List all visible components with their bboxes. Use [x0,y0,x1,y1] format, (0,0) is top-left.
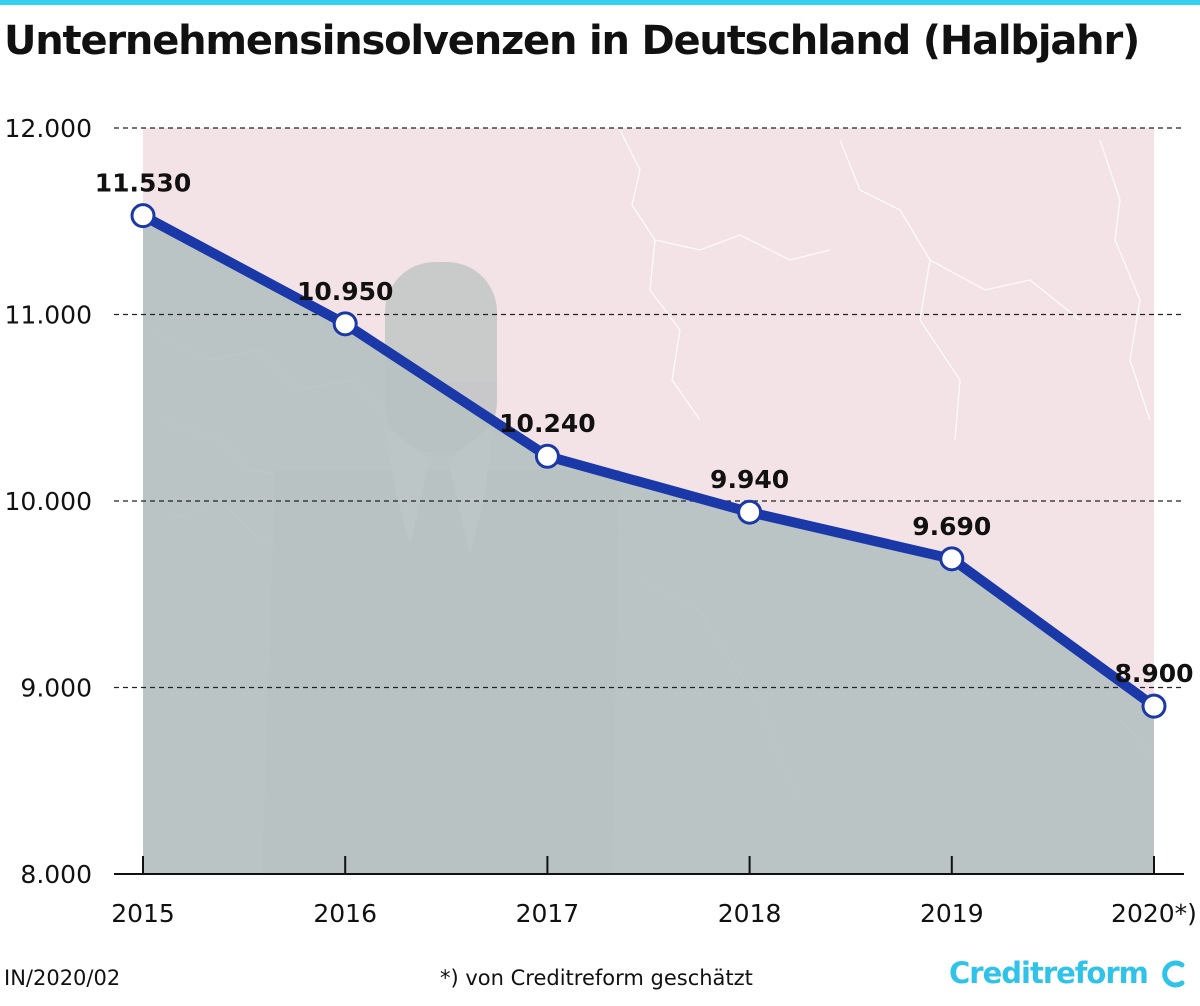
brand-mark-icon [1162,960,1185,988]
x-tick-label: 2018 [718,899,782,928]
y-tick-label: 9.000 [20,674,92,703]
series-line [138,210,1159,712]
data-point [737,499,763,525]
data-points [130,203,1167,719]
y-tick-label: 8.000 [20,860,92,889]
data-label: 8.900 [1114,659,1193,688]
y-tick-label: 10.000 [5,487,92,516]
data-label: 10.950 [297,277,393,306]
x-tick-label: 2015 [111,899,175,928]
x-axis-ticks: 2015 2016 2017 2018 2019 2020*) [111,856,1197,928]
area-under-line [143,215,1154,874]
data-label: 11.530 [95,169,191,198]
x-tick-label: 2020*) [1111,899,1197,928]
data-point [939,546,965,572]
footer-note: *) von Creditreform geschätzt [440,966,753,990]
data-label: 9.940 [710,465,789,494]
data-label: 9.690 [912,512,991,541]
x-tick-label: 2017 [516,899,580,928]
y-axis-ticks: 8.000 9.000 10.000 11.000 12.000 [5,114,92,889]
footer-code: IN/2020/02 [4,966,121,990]
y-tick-label: 12.000 [5,114,92,143]
top-accent-bar [0,0,1200,5]
data-point [130,203,156,229]
x-tick-label: 2019 [920,899,984,928]
x-tick-label: 2016 [313,899,377,928]
chart-title: Unternehmensinsolvenzen in Deutschland (… [4,18,1140,64]
data-label: 10.240 [499,409,595,438]
data-labels: 11.530 10.950 10.240 9.940 9.690 8.900 [95,169,1194,688]
y-tick-label: 11.000 [5,301,92,330]
data-point [534,443,560,469]
data-point [1141,693,1167,719]
gridlines [114,127,1184,689]
brand-logo-text: Creditreform [949,956,1149,990]
data-point [332,311,358,337]
